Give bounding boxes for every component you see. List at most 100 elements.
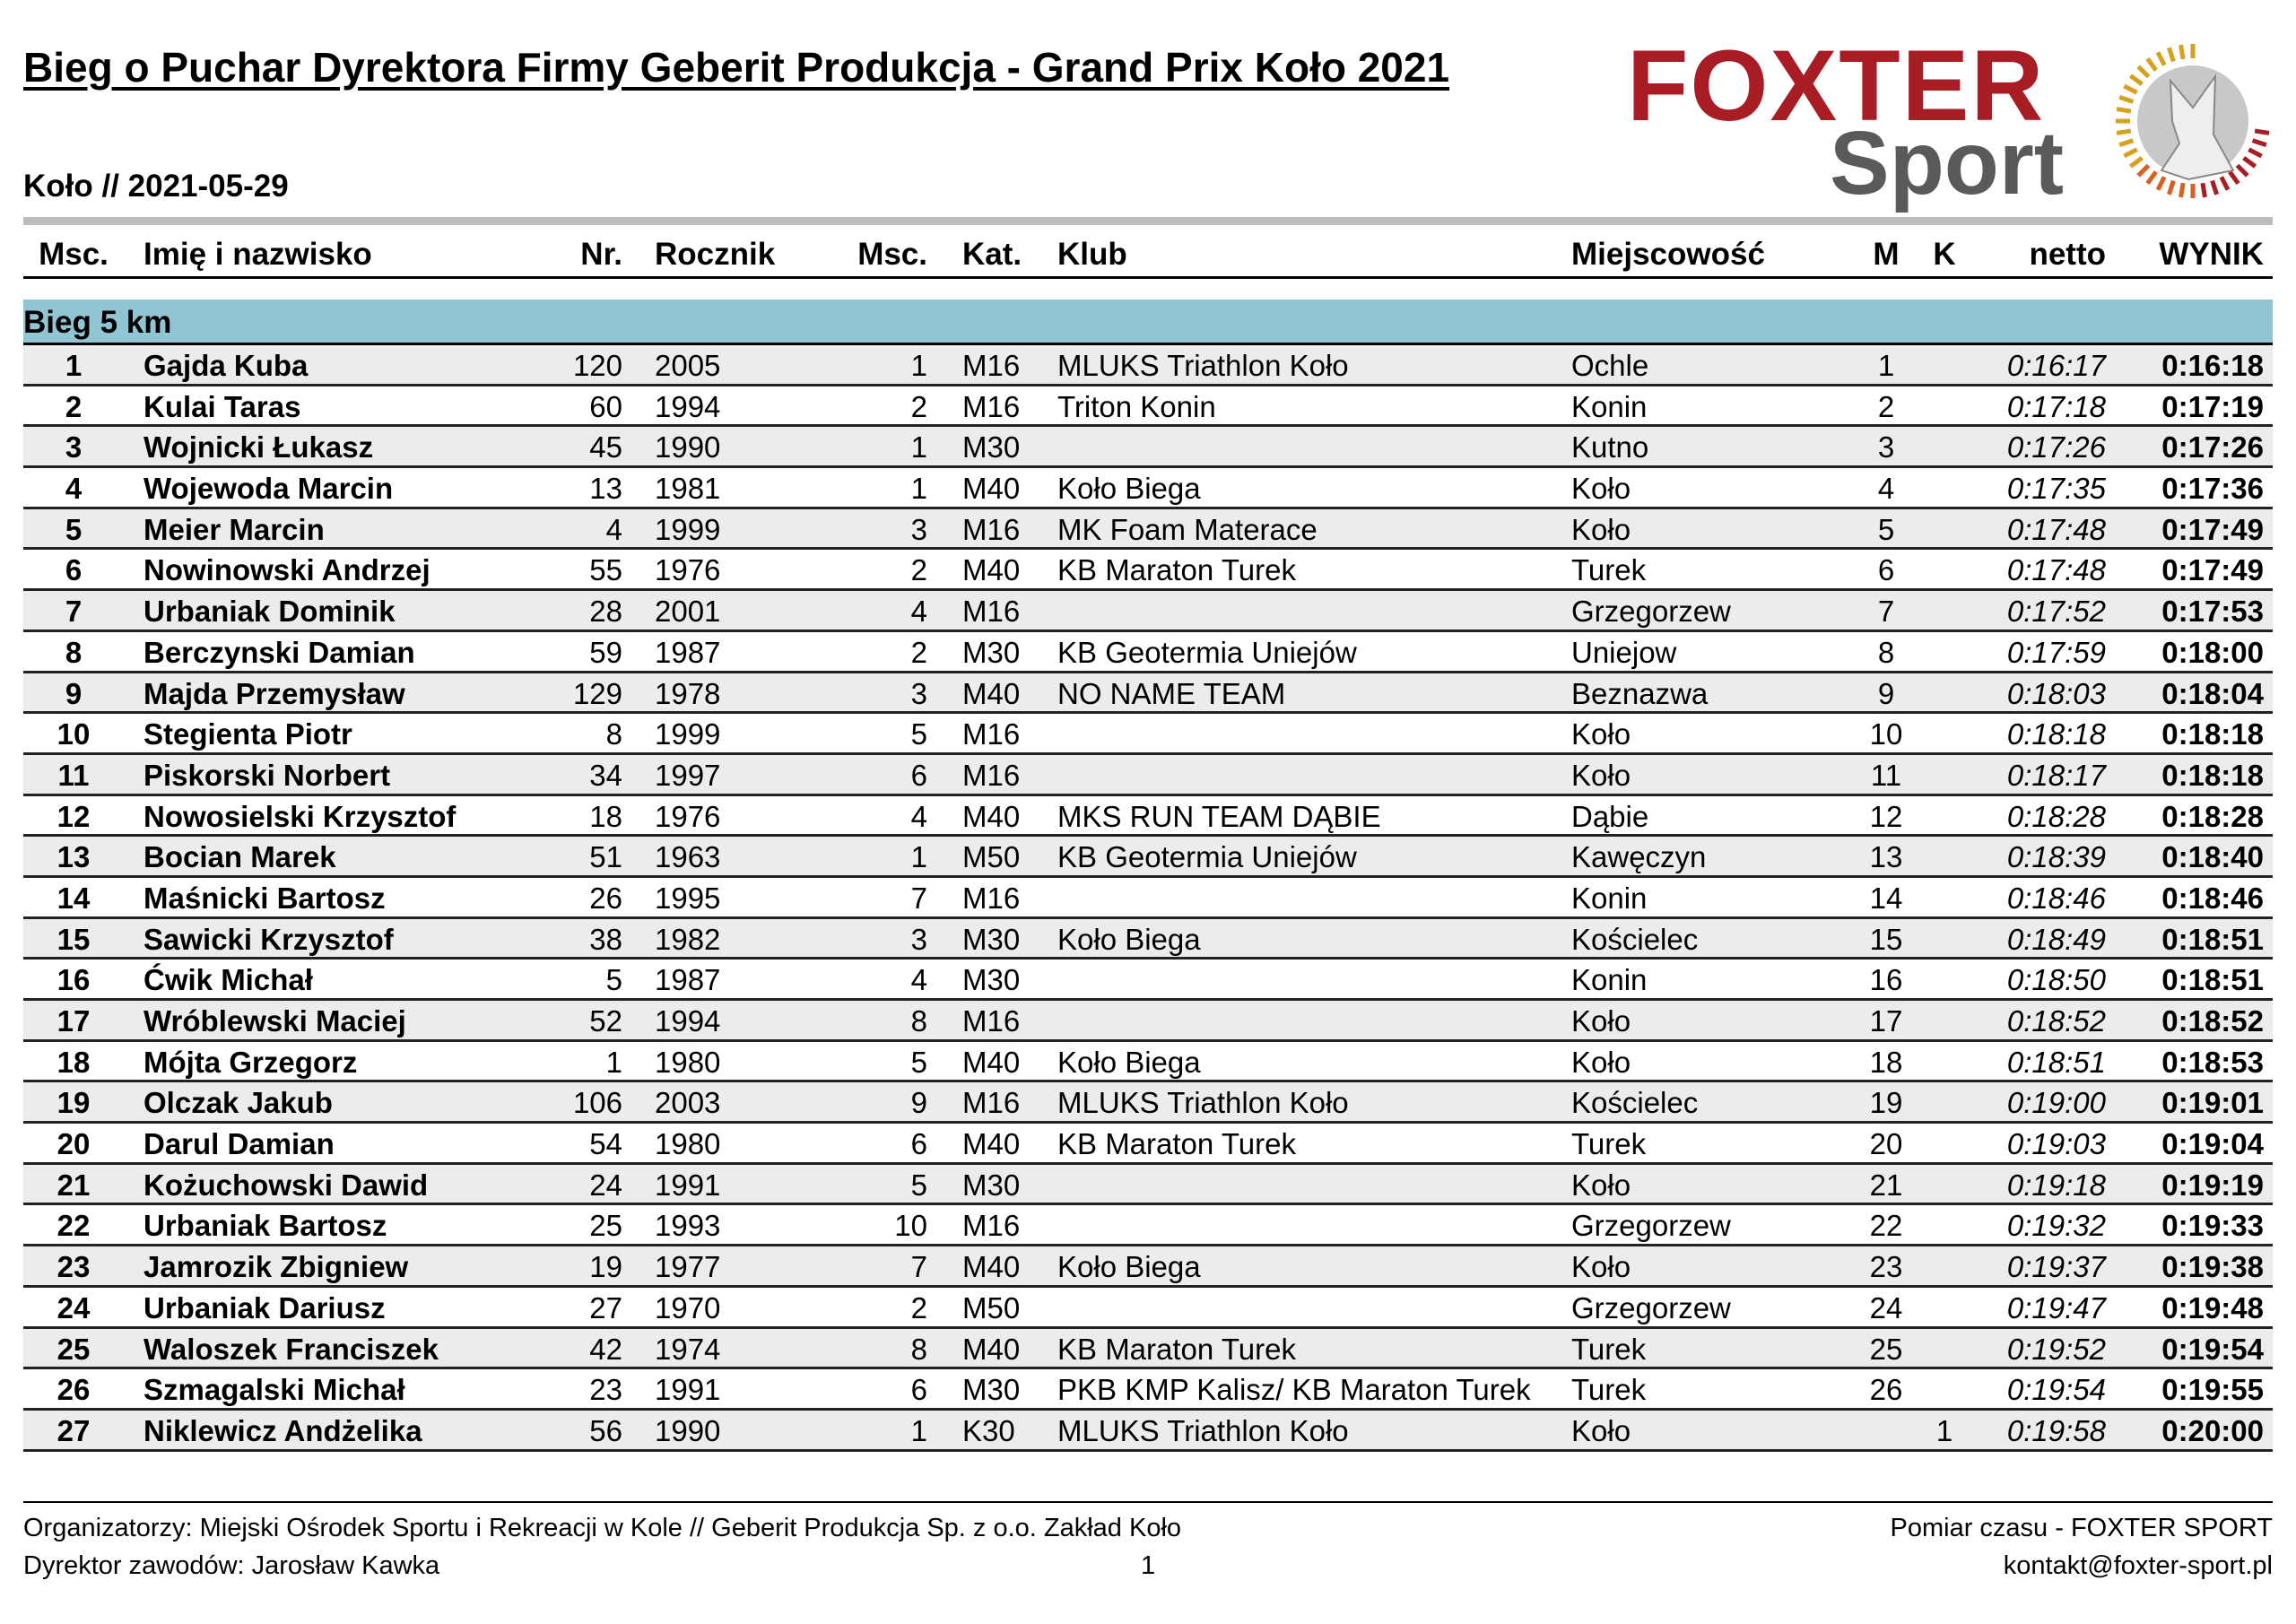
cell-result-time: 0:18:40	[2161, 840, 2264, 874]
cell-category-place: 6	[910, 1127, 927, 1161]
cell-category-place: 3	[910, 512, 927, 546]
cell-category-place: 5	[910, 717, 927, 751]
cell-name: Wojewoda Marcin	[144, 472, 394, 506]
cell-name: Kożuchowski Dawid	[144, 1168, 429, 1202]
cell-category: M30	[962, 430, 1021, 465]
cell-net-time: 0:16:17	[2006, 349, 2106, 382]
table-row: 20 Darul Damian 54 1980 6 M40 KB Maraton Turek…	[23, 1124, 2273, 1165]
cell-name: Majda Przemysław	[144, 676, 405, 710]
cell-birth-year: 2003	[655, 1086, 721, 1120]
cell-category: M40	[962, 1127, 1021, 1161]
cell-category-place: 7	[910, 1250, 927, 1284]
table-row: 7 Urbaniak Dominik 28 2001 4 M16 Grzegorzew 7 0:…	[23, 591, 2273, 632]
cell-place: 18	[57, 1045, 91, 1079]
cell-place: 21	[57, 1168, 91, 1202]
cell-name: Olczak Jakub	[144, 1086, 333, 1120]
cell-city: Uniejow	[1571, 635, 1677, 669]
cell-bib: 52	[589, 1004, 622, 1038]
cell-result-time: 0:18:04	[2161, 676, 2264, 710]
cell-category-place: 5	[910, 1168, 927, 1202]
cell-birth-year: 2005	[655, 349, 721, 382]
cell-category-place: 1	[910, 430, 927, 465]
cell-net-time: 0:18:17	[2006, 758, 2106, 792]
cell-club: KB Maraton Turek	[1057, 1127, 1296, 1161]
cell-place: 1	[65, 349, 83, 382]
table-row: 13 Bocian Marek 51 1963 1 M50 KB Geotermia Uni…	[23, 837, 2273, 878]
table-row: 6 Nowinowski Andrzej 55 1976 2 M40 KB Maraton …	[23, 550, 2273, 592]
cell-birth-year: 1987	[655, 635, 721, 669]
cell-m-place: 9	[1877, 676, 1895, 710]
cell-net-time: 0:18:46	[2006, 881, 2106, 915]
cell-m-place: 2	[1877, 389, 1895, 423]
cell-city: Koło	[1571, 1004, 1631, 1038]
cell-category: M16	[962, 595, 1021, 629]
cell-result-time: 0:19:38	[2161, 1250, 2264, 1284]
table-row: 17 Wróblewski Maciej 52 1994 8 M16 Koło 17 0:18:…	[23, 1001, 2273, 1042]
cell-bib: 120	[572, 349, 622, 382]
cell-result-time: 0:18:51	[2161, 963, 2264, 997]
cell-birth-year: 1982	[655, 922, 721, 956]
cell-place: 3	[65, 430, 83, 465]
cell-category: M40	[962, 1045, 1021, 1079]
cell-name: Wróblewski Maciej	[144, 1004, 406, 1038]
table-row: 8 Berczynski Damian 59 1987 2 M30 KB Geotermia…	[23, 632, 2273, 673]
cell-category: M40	[962, 1332, 1021, 1366]
cell-result-time: 0:18:18	[2161, 717, 2264, 751]
cell-category: M16	[962, 512, 1021, 546]
cell-category: M16	[962, 1004, 1021, 1038]
cell-net-time: 0:19:18	[2006, 1168, 2106, 1202]
cell-club: Koło Biega	[1057, 472, 1201, 506]
cell-net-time: 0:19:37	[2006, 1250, 2106, 1284]
table-row: 19 Olczak Jakub 106 2003 9 M16 MLUKS Triathlon…	[23, 1082, 2273, 1125]
cell-birth-year: 1995	[655, 881, 721, 915]
cell-place: 26	[57, 1373, 91, 1407]
cell-birth-year: 1976	[655, 799, 721, 833]
cell-category: M40	[962, 676, 1021, 710]
cell-result-time: 0:19:33	[2161, 1209, 2264, 1243]
cell-m-place: 19	[1869, 1086, 1903, 1120]
cell-m-place: 12	[1869, 799, 1903, 833]
col-year: Rocznik	[655, 237, 776, 272]
table-row: 14 Maśnicki Bartosz 26 1995 7 M16 Konin 14 0:18:…	[23, 878, 2273, 919]
cell-place: 27	[57, 1413, 91, 1447]
cell-net-time: 0:17:48	[2006, 553, 2106, 587]
cell-result-time: 0:19:54	[2161, 1332, 2264, 1366]
table-row: 11 Piskorski Norbert 34 1997 6 M16 Koło 11 0:18:…	[23, 754, 2273, 796]
cell-category: M40	[962, 553, 1021, 587]
section-label: Bieg 5 km	[23, 305, 172, 340]
cell-club: MLUKS Triathlon Koło	[1057, 1413, 1349, 1447]
cell-city: Ochle	[1571, 349, 1649, 382]
cell-city: Konin	[1571, 881, 1648, 915]
cell-place: 20	[57, 1127, 91, 1161]
foxter-sport-logo: FOXTER Sport	[1623, 36, 2287, 215]
cell-bib: 8	[605, 717, 622, 751]
cell-birth-year: 1991	[655, 1373, 721, 1407]
cell-name: Waloszek Franciszek	[144, 1332, 439, 1366]
table-row: 4 Wojewoda Marcin 13 1981 1 M40 Koło Biega Koło…	[23, 468, 2273, 509]
cell-category: M16	[962, 1209, 1021, 1243]
table-row: 5 Meier Marcin 4 1999 3 M16 MK Foam Materace Ko…	[23, 508, 2273, 551]
cell-bib: 34	[589, 758, 622, 792]
col-nr: Nr.	[580, 237, 622, 272]
cell-bib: 28	[589, 595, 622, 629]
table-row: 9 Majda Przemysław 129 1978 3 M40 NO NAME TEAM…	[23, 673, 2273, 715]
fox-emblem-icon	[2116, 44, 2270, 198]
table-row: 21 Kożuchowski Dawid 24 1991 5 M30 Koło 21 0:19:…	[23, 1164, 2273, 1206]
cell-place: 16	[57, 963, 91, 997]
cell-name: Urbaniak Dariusz	[144, 1290, 386, 1324]
cell-bib: 51	[589, 840, 622, 874]
cell-m-place: 20	[1869, 1127, 1903, 1161]
table-row: 26 Szmagalski Michał 23 1991 6 M30 PKB KMP Kal…	[23, 1369, 2273, 1411]
cell-place: 8	[65, 635, 83, 669]
table-row: 2 Kulai Taras 60 1994 2 M16 Triton Konin Konin 2…	[23, 386, 2273, 428]
cell-category-place: 7	[910, 881, 927, 915]
cell-net-time: 0:17:52	[2006, 595, 2106, 629]
cell-city: Turek	[1571, 553, 1647, 587]
cell-bib: 1	[605, 1045, 622, 1079]
cell-category: M16	[962, 758, 1021, 792]
cell-place: 10	[57, 717, 91, 751]
cell-bib: 45	[589, 430, 622, 465]
cell-net-time: 0:17:26	[2006, 430, 2106, 465]
cell-category-place: 5	[910, 1045, 927, 1079]
cell-club: Koło Biega	[1057, 1045, 1201, 1079]
